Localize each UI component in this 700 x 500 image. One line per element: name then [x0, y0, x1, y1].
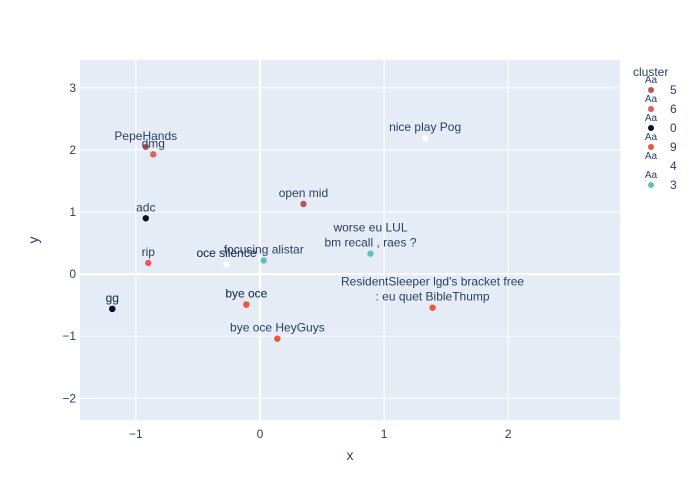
legend-item-cluster-5[interactable]: Aa 5: [645, 75, 677, 97]
data-point-cluster-9[interactable]: [243, 301, 250, 308]
legend-marker: [648, 87, 654, 93]
y-tick-label: 2: [69, 143, 76, 157]
y-tick-label: 3: [69, 81, 76, 95]
legend-marker: [648, 144, 654, 150]
point-label: oce silence: [196, 246, 256, 260]
legend-item-cluster-3[interactable]: Aa 3: [645, 170, 677, 192]
legend-label: 6: [670, 102, 677, 116]
data-point-cluster-3[interactable]: [260, 257, 267, 264]
legend-label: 5: [670, 83, 677, 97]
legend-text-swatch: Aa: [645, 94, 658, 105]
legend-text-swatch: Aa: [645, 151, 658, 162]
point-label: dmg: [142, 136, 165, 150]
data-point-cluster-0[interactable]: [142, 215, 149, 222]
legend-marker: [648, 125, 654, 131]
legend-text-swatch: Aa: [645, 170, 658, 181]
y-tick-label: −1: [62, 329, 76, 343]
point-label: bye oce HeyGuys: [230, 321, 325, 335]
legend-text-swatch: Aa: [645, 113, 658, 124]
data-point-cluster-4[interactable]: [223, 261, 230, 268]
y-axis-title: y: [25, 237, 41, 244]
data-point-cluster-4[interactable]: [421, 135, 429, 142]
legend-item-cluster-0[interactable]: Aa 0: [645, 113, 677, 135]
point-label: open mid: [279, 186, 328, 200]
point-label: bm recall , raes ?: [324, 236, 416, 250]
data-point-cluster-5[interactable]: [300, 200, 307, 208]
point-label: bye oce: [225, 287, 267, 301]
legend-item-cluster-6[interactable]: Aa 6: [645, 94, 677, 116]
legend-item-cluster-9[interactable]: Aa 9: [645, 132, 677, 154]
data-point-cluster-6[interactable]: [145, 259, 152, 267]
point-label: focusing alistar: [224, 242, 304, 256]
point-label: adc: [136, 200, 155, 214]
point-label: : eu quet BibleThump: [376, 290, 490, 304]
legend-text-swatch: Aa: [645, 132, 658, 143]
point-label: gg: [106, 291, 119, 305]
data-point-cluster-3[interactable]: [367, 250, 374, 257]
data-point-cluster-5[interactable]: [142, 143, 149, 151]
y-tick-label: 0: [69, 267, 76, 281]
data-point-cluster-9[interactable]: [274, 335, 281, 342]
x-axis-title: x: [347, 447, 354, 463]
data-points: [109, 135, 436, 342]
legend-label: 4: [670, 159, 677, 173]
point-label: ResidentSleeper lgd's bracket free: [341, 275, 524, 289]
y-tick-label: 1: [69, 205, 76, 219]
point-label: worse eu LUL: [332, 221, 407, 235]
grid-lines: [80, 60, 620, 420]
legend-item-cluster-4[interactable]: Aa 4: [645, 151, 677, 173]
x-tick-labels: −1 0 1 2: [129, 427, 512, 441]
legend-label: 3: [670, 178, 677, 192]
legend-marker: [648, 106, 654, 112]
point-label: rip: [142, 245, 156, 259]
point-label: gg: [106, 291, 119, 305]
point-label: nice play Pog: [389, 120, 461, 134]
point-label: PepeHands: [114, 129, 177, 143]
data-point-cluster-6[interactable]: [150, 151, 157, 158]
plot-background: [80, 60, 620, 420]
data-point-cluster-0[interactable]: [109, 305, 116, 313]
x-tick-label: 0: [257, 427, 264, 441]
legend[interactable]: cluster Aa 5 Aa 6 Aa 0 Aa 9 Aa 4 Aa 3: [633, 65, 677, 192]
point-label: bye oce: [225, 287, 267, 301]
x-tick-label: 2: [505, 427, 512, 441]
legend-marker: [648, 163, 654, 169]
legend-label: 0: [670, 121, 677, 135]
point-label: oce silence: [196, 246, 256, 260]
x-tick-label: 1: [381, 427, 388, 441]
legend-marker: [648, 182, 654, 188]
legend-label: 9: [670, 140, 677, 154]
y-tick-label: −2: [62, 391, 76, 405]
x-tick-label: −1: [129, 427, 143, 441]
data-point-cluster-9[interactable]: [429, 304, 436, 311]
legend-text-swatch: Aa: [645, 75, 658, 86]
legend-title: cluster: [633, 65, 668, 79]
y-tick-labels: −2 −1 0 1 2 3: [62, 81, 76, 405]
